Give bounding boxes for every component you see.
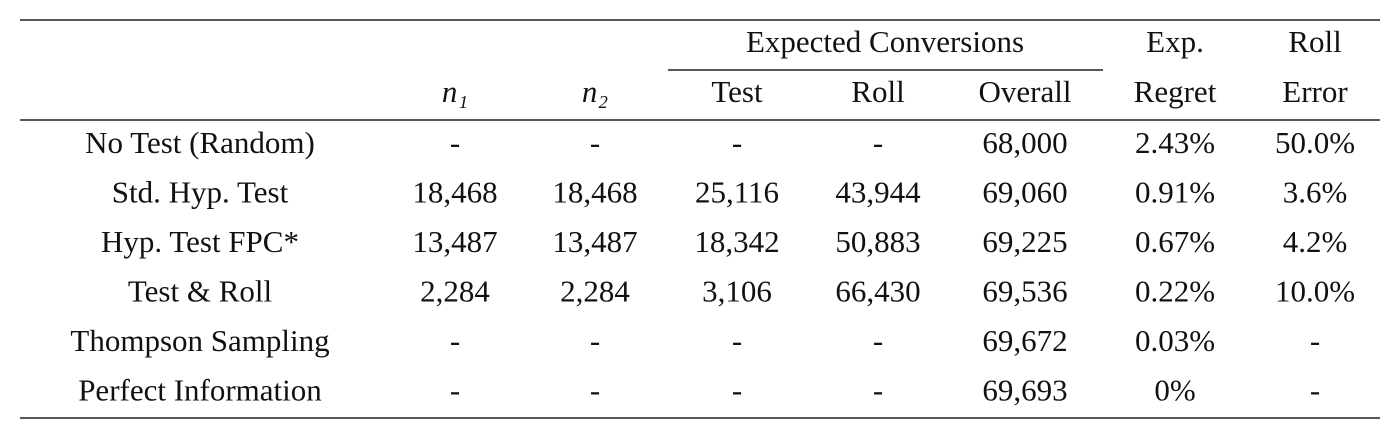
column-header: Roll: [851, 74, 904, 109]
cell: 18,468: [552, 175, 637, 210]
cell: 69,672: [982, 323, 1067, 358]
cell: 50,883: [835, 224, 920, 259]
cell: 18,468: [412, 175, 497, 210]
cell: 69,693: [982, 373, 1067, 408]
column-header: Error: [1282, 74, 1348, 109]
cell: 0.91%: [1135, 175, 1215, 210]
cell: -: [873, 373, 883, 408]
group-header: Expected Conversions: [746, 24, 1024, 59]
column-header: Overall: [979, 74, 1072, 109]
cell: 2,284: [420, 274, 490, 309]
row-label: Hyp. Test FPC*: [101, 224, 299, 259]
row-label: Std. Hyp. Test: [112, 175, 289, 210]
cell: 66,430: [835, 274, 920, 309]
column-header: n₁: [442, 74, 468, 109]
cell: 13,487: [412, 224, 497, 259]
cell: 50.0%: [1275, 125, 1355, 160]
cell: -: [873, 125, 883, 160]
cell: 0.67%: [1135, 224, 1215, 259]
row-label: Test & Roll: [128, 274, 272, 309]
cell: 10.0%: [1275, 274, 1355, 309]
cell: 3.6%: [1283, 175, 1348, 210]
cell: 68,000: [982, 125, 1067, 160]
row-label: Thompson Sampling: [70, 323, 329, 358]
cell: 0.03%: [1135, 323, 1215, 358]
cell: 13,487: [552, 224, 637, 259]
cell: -: [590, 323, 600, 358]
cell: -: [450, 373, 460, 408]
column-header: n₂: [582, 74, 609, 109]
cell: -: [590, 373, 600, 408]
cell: -: [732, 125, 742, 160]
cell: -: [1310, 373, 1320, 408]
column-header: Regret: [1134, 74, 1217, 109]
cell: 2,284: [560, 274, 630, 309]
header-top: Roll: [1288, 24, 1341, 59]
cell: 0.22%: [1135, 274, 1215, 309]
cell: -: [1310, 323, 1320, 358]
cell: -: [732, 323, 742, 358]
cell: 4.2%: [1283, 224, 1348, 259]
column-header: Test: [711, 74, 763, 109]
cell: -: [590, 125, 600, 160]
cell: 69,060: [982, 175, 1067, 210]
cell: -: [450, 323, 460, 358]
cell: 25,116: [695, 175, 779, 210]
row-label: Perfect Information: [78, 373, 322, 408]
cell: 43,944: [835, 175, 921, 210]
cell: -: [732, 373, 742, 408]
cell: 3,106: [702, 274, 772, 309]
cell: 69,225: [982, 224, 1067, 259]
header-top: Exp.: [1146, 24, 1204, 59]
cell: 2.43%: [1135, 125, 1215, 160]
cell: -: [873, 323, 883, 358]
cell: -: [450, 125, 460, 160]
cell: 0%: [1154, 373, 1195, 408]
cell: 18,342: [694, 224, 779, 259]
cell: 69,536: [982, 274, 1067, 309]
row-label: No Test (Random): [85, 125, 315, 160]
